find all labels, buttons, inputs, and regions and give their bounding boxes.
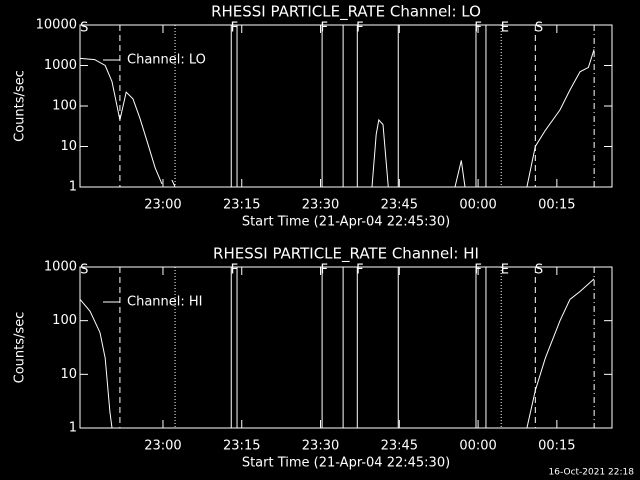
x-axis-label: Start Time (21-Apr-04 22:45:30) (242, 215, 450, 230)
x-tick-label: 23:00 (144, 198, 181, 213)
x-tick-label: 23:45 (381, 198, 418, 213)
event-label: F (320, 263, 327, 278)
x-tick-label: 23:00 (144, 439, 181, 454)
event-label: S (80, 21, 88, 36)
chart-title: RHESSI PARTICLE_RATE Channel: HI (213, 245, 479, 264)
y-tick-label: 10 (60, 367, 77, 382)
y-axis-label: Counts/sec (13, 312, 28, 384)
x-tick-label: 00:15 (538, 439, 575, 454)
y-tick-label: 100 (52, 99, 77, 114)
event-label: F (356, 21, 363, 36)
event-label: E (501, 21, 509, 36)
y-tick-label: 1 (69, 421, 77, 436)
x-tick-label: 23:15 (223, 439, 260, 454)
event-label: F (356, 263, 363, 278)
legend-label: Channel: HI (127, 295, 203, 310)
x-tick-label: 23:30 (302, 439, 339, 454)
y-tick-label: 1000 (44, 58, 77, 73)
event-label: F (231, 21, 238, 36)
event-label: F (231, 263, 238, 278)
event-label: S (80, 263, 88, 278)
data-line (79, 278, 595, 429)
data-line (79, 49, 595, 188)
event-label: F (320, 21, 327, 36)
y-tick-label: 10000 (36, 18, 77, 33)
x-tick-label: 00:00 (459, 439, 496, 454)
event-label: S (535, 263, 543, 278)
x-tick-label: 23:15 (223, 198, 260, 213)
x-tick-label: 00:15 (538, 198, 575, 213)
footer: 16-Oct-2021 22:18 (549, 468, 635, 478)
y-tick-label: 1000 (44, 260, 77, 275)
y-tick-label: 100 (52, 313, 77, 328)
x-tick-label: 00:00 (459, 198, 496, 213)
event-label: F (474, 263, 481, 278)
event-label: F (474, 21, 481, 36)
y-tick-label: 10 (60, 139, 77, 154)
chart-title: RHESSI PARTICLE_RATE Channel: LO (211, 3, 481, 22)
legend-label: Channel: LO (127, 53, 206, 68)
y-tick-label: 1 (69, 180, 77, 195)
x-tick-label: 23:30 (302, 198, 339, 213)
event-label: E (501, 263, 509, 278)
x-axis-label: Start Time (21-Apr-04 22:45:30) (242, 456, 450, 471)
event-label: S (535, 21, 543, 36)
y-axis-label: Counts/sec (13, 70, 28, 142)
x-tick-label: 23:45 (381, 439, 418, 454)
